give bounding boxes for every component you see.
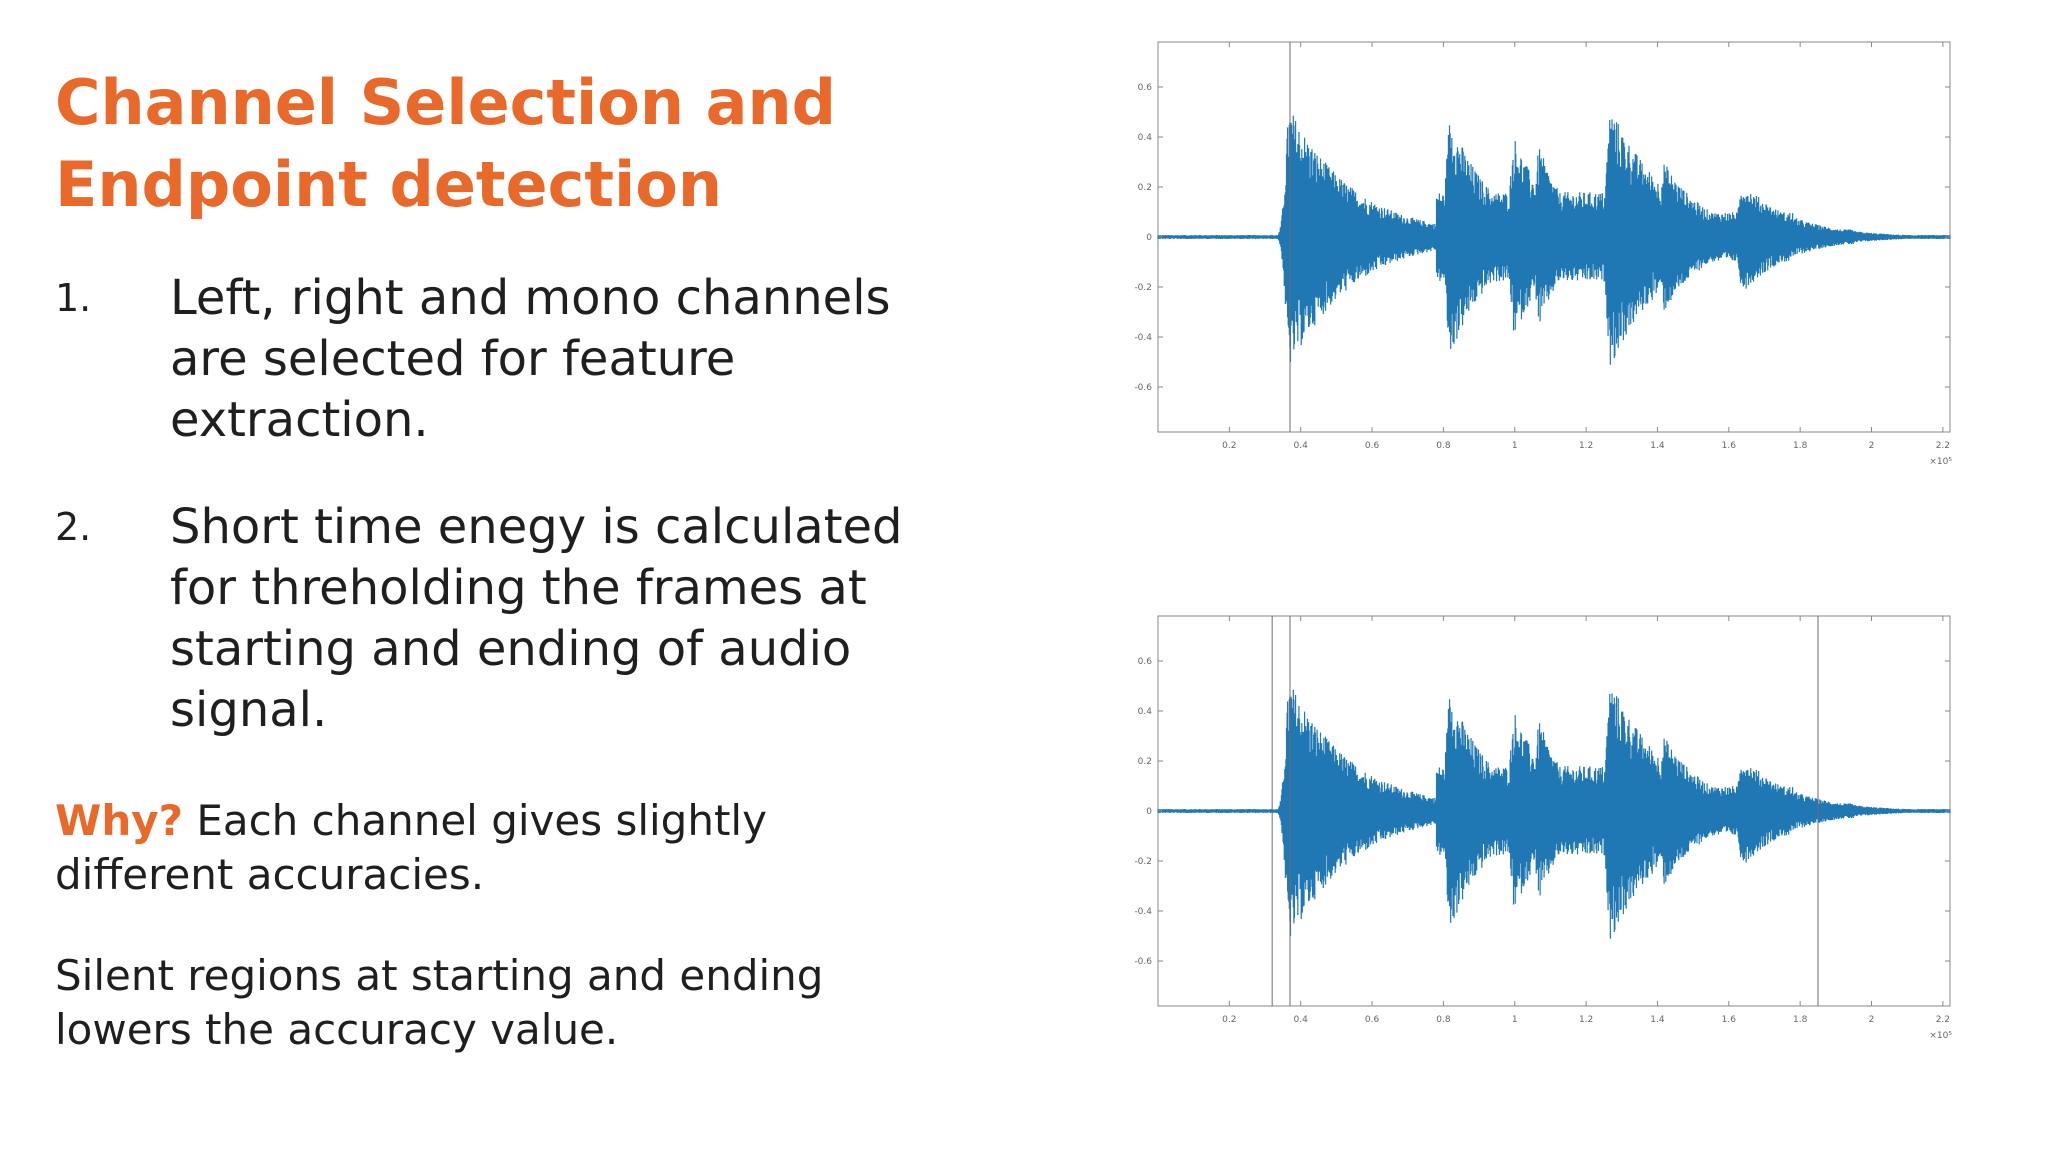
list-item: 2. Short time enegy is calculated for th… (55, 497, 935, 741)
y-tick-label: -0.4 (1134, 907, 1152, 917)
x-tick-label: 2.2 (1936, 441, 1950, 451)
y-tick-label: 0.4 (1138, 707, 1153, 717)
x-tick-label: 1.2 (1579, 1015, 1593, 1025)
slide-title-line-1: Channel Selection and (55, 66, 836, 139)
list-item-number: 1. (55, 276, 92, 320)
why-label: Why? (55, 796, 183, 845)
list-item-text: Short time enegy is calculated for threh… (170, 499, 903, 738)
x-tick-label: 1 (1512, 441, 1518, 451)
note-paragraph: Silent regions at starting and ending lo… (55, 951, 824, 1054)
y-tick-label: -0.2 (1134, 857, 1152, 867)
waveform-chart: 0.6 0.4 0.2 0 -0.2 -0.4 -0.6 0.2 0.4 0.6 0.8 1 1.2 1.… (1134, 41, 1952, 467)
x-tick-label: 0.4 (1294, 1015, 1309, 1025)
y-tick-label: 0.2 (1138, 757, 1152, 767)
x-tick-label: 2.2 (1936, 1015, 1950, 1025)
x-tick-label: 0.8 (1436, 1015, 1451, 1025)
slide-title: Channel Selection and Endpoint detection (55, 62, 955, 226)
waveform-plot-original: 0.6 0.4 0.2 0 -0.2 -0.4 -0.6 0.2 0.4 0.6 0.8 1 1.2 1.… (1120, 26, 1960, 526)
x-tick-label: 1.4 (1650, 1015, 1665, 1025)
y-tick-label: 0 (1146, 807, 1152, 817)
x-tick-label: 1.8 (1793, 441, 1808, 451)
y-tick-label: 0 (1146, 233, 1152, 243)
y-tick-label: 0.6 (1138, 83, 1153, 93)
list-item: 1. Left, right and mono channels are sel… (55, 268, 935, 451)
waveform-plot-endpoints: 0.6 0.4 0.2 0 -0.2 -0.4 -0.6 0.2 0.4 0.6 0.8 1 1.2 1.… (1120, 600, 1960, 1100)
y-tick-label: -0.2 (1134, 283, 1152, 293)
y-tick-label: 0.6 (1138, 657, 1153, 667)
y-tick-label: -0.4 (1134, 333, 1152, 343)
x-tick-label: 0.6 (1365, 1015, 1380, 1025)
slide-title-line-2: Endpoint detection (55, 148, 722, 221)
list-item-text: Left, right and mono channels are select… (170, 270, 891, 448)
x-tick-label: 1.2 (1579, 441, 1593, 451)
x-tick-label: 1.8 (1793, 1015, 1808, 1025)
x-tick-label: 0.8 (1436, 441, 1451, 451)
why-text: Each channel gives slightly different ac… (55, 796, 767, 899)
x-tick-label: 0.2 (1222, 1015, 1236, 1025)
x-tick-label: 1.6 (1722, 1015, 1737, 1025)
y-tick-label: -0.6 (1134, 957, 1152, 967)
list-item-number: 2. (55, 505, 92, 549)
x-tick-label: 1.4 (1650, 441, 1665, 451)
x-tick-label: 1.6 (1722, 441, 1737, 451)
x-tick-label: 0.6 (1365, 441, 1380, 451)
waveform-chart: 0.6 0.4 0.2 0 -0.2 -0.4 -0.6 0.2 0.4 0.6 0.8 1 1.2 1.… (1134, 615, 1952, 1041)
x-tick-label: 0.4 (1294, 441, 1309, 451)
x-axis-multiplier: ×10⁵ (1929, 1031, 1952, 1041)
x-tick-label: 1 (1512, 1015, 1518, 1025)
x-axis-multiplier: ×10⁵ (1929, 457, 1952, 467)
x-tick-label: 2 (1869, 441, 1875, 451)
numbered-list: 1. Left, right and mono channels are sel… (55, 268, 935, 741)
y-tick-label: 0.2 (1138, 183, 1152, 193)
y-tick-label: 0.4 (1138, 133, 1153, 143)
why-paragraph: Why? Each channel gives slightly differe… (55, 794, 935, 902)
x-tick-label: 2 (1869, 1015, 1875, 1025)
x-tick-label: 0.2 (1222, 441, 1236, 451)
y-tick-label: -0.6 (1134, 383, 1152, 393)
